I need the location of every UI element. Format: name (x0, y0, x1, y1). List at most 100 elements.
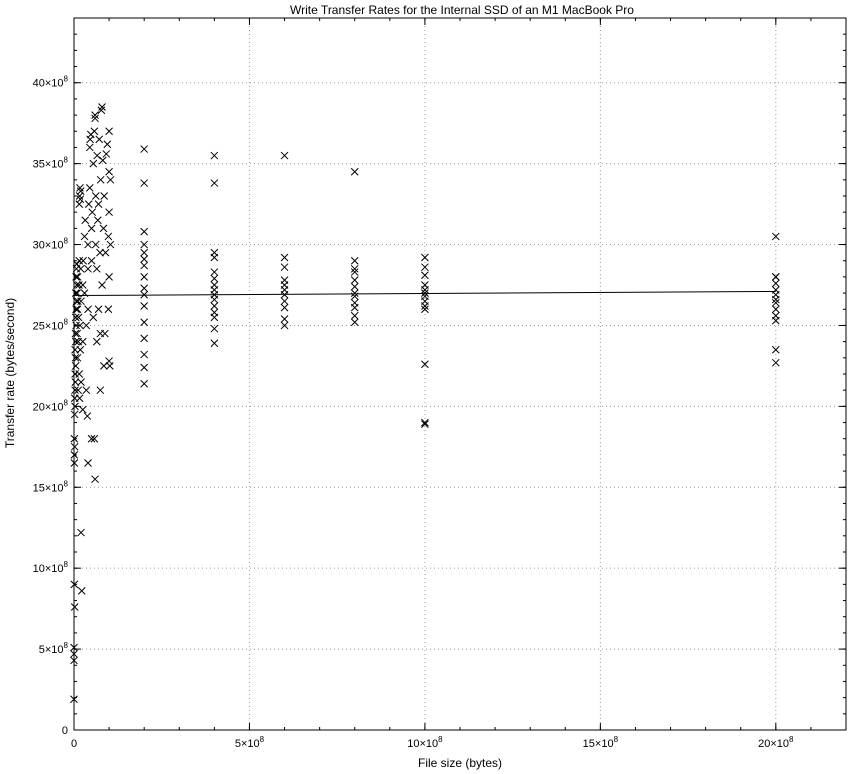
y-tick-label-exponent: 8 (64, 317, 69, 326)
x-tick-label-exponent: 8 (438, 735, 443, 744)
y-tick-label-exponent: 8 (64, 641, 69, 650)
data-point (421, 253, 429, 262)
data-point (82, 321, 91, 330)
data-point (84, 459, 92, 467)
data-point (350, 268, 359, 276)
data-point (76, 187, 85, 195)
plot-frame (73, 17, 847, 731)
data-point (89, 313, 98, 322)
data-point (91, 111, 99, 119)
data-point (76, 264, 85, 273)
data-point (97, 106, 106, 115)
data-point (771, 298, 780, 307)
data-point (78, 405, 87, 414)
data-point (94, 216, 102, 225)
data-point (73, 329, 82, 338)
data-point (73, 289, 82, 297)
data-point (82, 386, 91, 395)
data-point (104, 305, 113, 314)
x-tick-label: 15×108 (583, 735, 619, 750)
data-point (105, 273, 113, 281)
data-point (771, 358, 780, 367)
data-point (350, 256, 359, 265)
y-tick-labels: 05×10810×10815×10820×10825×10830×10835×1… (33, 75, 69, 737)
data-point (421, 289, 429, 297)
data-point (94, 305, 103, 314)
data-point (91, 475, 99, 484)
data-point (140, 284, 149, 293)
data-point (280, 151, 289, 160)
data-point (771, 286, 780, 294)
grid (74, 18, 846, 730)
data-point (89, 159, 98, 168)
data-point (76, 195, 85, 204)
data-point (100, 192, 109, 200)
data-point (71, 402, 79, 411)
data-point (76, 321, 84, 330)
y-tick-label: 5×108 (39, 641, 69, 656)
data-point (105, 127, 113, 136)
data-point (71, 289, 80, 297)
y-tick-label-exponent: 8 (64, 479, 69, 488)
data-point (77, 378, 85, 386)
data-point (74, 297, 82, 306)
data-point (101, 248, 110, 257)
data-point (79, 256, 87, 265)
data-point (280, 276, 289, 284)
data-point (350, 289, 359, 297)
data-point (90, 434, 99, 443)
y-tick-label-base: 20×10 (33, 401, 64, 413)
y-tick-label-base: 25×10 (33, 320, 64, 332)
data-point (771, 232, 780, 241)
data-point (771, 311, 780, 320)
data-point (421, 292, 429, 301)
data-point (140, 227, 149, 236)
data-point (75, 256, 84, 265)
data-point (280, 315, 289, 323)
data-point (71, 329, 80, 338)
data-point (421, 271, 429, 280)
data-point (71, 362, 80, 370)
x-tick-label-base: 15×10 (583, 738, 614, 750)
data-point (210, 179, 219, 187)
data-point (73, 273, 82, 281)
y-tick-label-exponent: 8 (64, 560, 69, 569)
data-point (421, 360, 429, 369)
y-tick-label-exponent: 8 (64, 75, 69, 84)
data-point (99, 224, 108, 233)
x-tick-label: 0 (71, 738, 77, 750)
data-point (91, 240, 100, 249)
data-point (77, 297, 85, 306)
data-point (421, 305, 429, 314)
y-tick-label: 40×108 (33, 75, 69, 90)
data-point (96, 175, 105, 184)
data-point (98, 156, 107, 165)
x-tick-label-base: 20×10 (758, 738, 789, 750)
data-point (421, 281, 429, 289)
x-tick-label: 20×108 (758, 735, 794, 750)
data-point (71, 353, 80, 362)
data-point (104, 232, 113, 241)
data-point (84, 264, 92, 273)
data-point (210, 308, 219, 317)
y-tick-label-base: 5×10 (39, 644, 64, 656)
data-point (140, 145, 149, 153)
data-point (140, 255, 149, 263)
data-point (421, 418, 429, 427)
y-tick-label-base: 15×10 (33, 482, 64, 494)
data-point (73, 305, 82, 314)
data-point (78, 337, 87, 346)
data-point (102, 150, 111, 158)
data-point (95, 135, 104, 144)
data-point (75, 192, 84, 200)
data-point (350, 311, 359, 320)
data-point (140, 273, 149, 281)
data-point (98, 281, 106, 289)
data-point (210, 302, 219, 310)
data-point (350, 298, 359, 307)
data-point (80, 232, 89, 241)
data-point (771, 279, 780, 288)
data-point (90, 127, 99, 136)
data-point (421, 420, 429, 429)
